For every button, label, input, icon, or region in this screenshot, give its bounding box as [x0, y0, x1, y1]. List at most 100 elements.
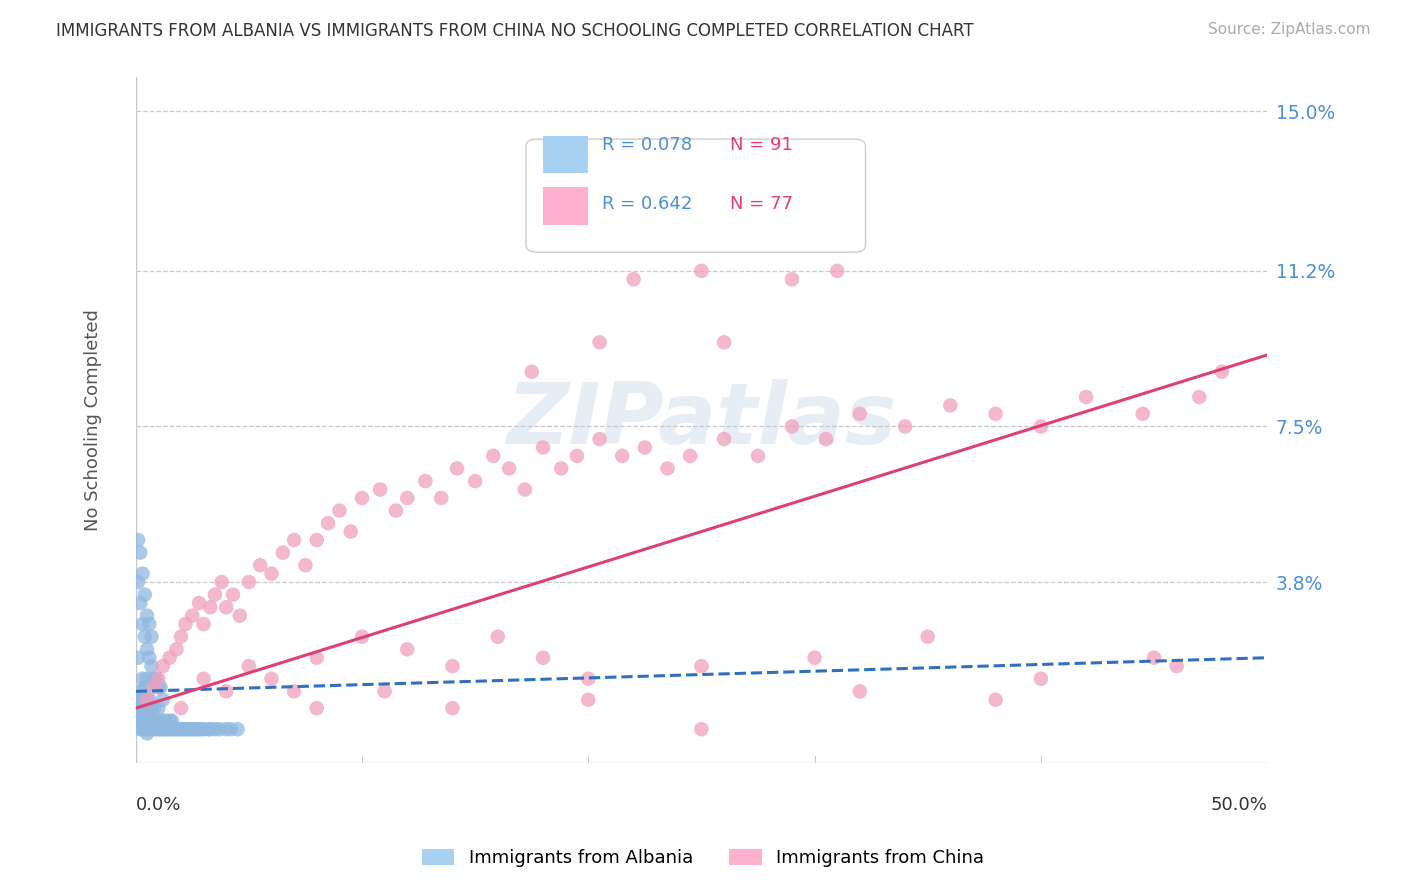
Point: [142, 701, 165, 715]
Point: [148, 714, 170, 728]
Text: N = 77: N = 77: [730, 195, 793, 213]
Point: [172, 723, 194, 737]
Point: [396, 642, 419, 657]
Point: [149, 723, 172, 737]
Point: [134, 630, 156, 644]
Point: [131, 566, 153, 581]
Point: [849, 407, 872, 421]
Point: [136, 693, 159, 707]
FancyBboxPatch shape: [543, 187, 588, 225]
Point: [482, 449, 505, 463]
Point: [368, 483, 391, 497]
Point: [170, 723, 193, 737]
Point: [141, 659, 163, 673]
Point: [238, 575, 260, 590]
Point: [441, 701, 464, 715]
Point: [690, 264, 713, 278]
Point: [294, 558, 316, 573]
Point: [713, 335, 735, 350]
Point: [211, 575, 233, 590]
Point: [193, 617, 215, 632]
Point: [780, 419, 803, 434]
Point: [160, 714, 183, 728]
Point: [152, 659, 174, 673]
Point: [219, 723, 242, 737]
Point: [177, 723, 200, 737]
Point: [1211, 365, 1233, 379]
Point: [174, 617, 197, 632]
Point: [131, 723, 153, 737]
Point: [131, 701, 153, 715]
Point: [136, 608, 159, 623]
Text: IMMIGRANTS FROM ALBANIA VS IMMIGRANTS FROM CHINA NO SCHOOLING COMPLETED CORRELAT: IMMIGRANTS FROM ALBANIA VS IMMIGRANTS FR…: [56, 22, 974, 40]
Point: [134, 701, 156, 715]
Point: [153, 714, 176, 728]
FancyBboxPatch shape: [526, 139, 866, 252]
Point: [204, 588, 226, 602]
Point: [446, 461, 468, 475]
Point: [634, 441, 657, 455]
Point: [498, 461, 520, 475]
Point: [576, 672, 599, 686]
Point: [513, 483, 536, 497]
Point: [1076, 390, 1098, 404]
Point: [396, 491, 419, 505]
Point: [204, 723, 226, 737]
Point: [215, 600, 238, 615]
Point: [486, 630, 509, 644]
Point: [156, 723, 179, 737]
Point: [136, 723, 159, 737]
Point: [1166, 659, 1188, 673]
Point: [825, 264, 848, 278]
Point: [142, 723, 165, 737]
Point: [165, 723, 187, 737]
Point: [129, 723, 152, 737]
Point: [136, 701, 159, 715]
Point: [849, 684, 872, 698]
Point: [565, 449, 588, 463]
Point: [339, 524, 361, 539]
Point: [186, 723, 208, 737]
Point: [163, 723, 186, 737]
Point: [136, 714, 159, 728]
Point: [127, 575, 149, 590]
Point: [374, 684, 396, 698]
Point: [1143, 650, 1166, 665]
Point: [136, 672, 159, 686]
Point: [576, 693, 599, 707]
Point: [129, 684, 152, 698]
Point: [260, 672, 283, 686]
Point: [316, 516, 339, 531]
Point: [713, 432, 735, 446]
Point: [131, 672, 153, 686]
Point: [917, 630, 939, 644]
Point: [803, 650, 825, 665]
Point: [138, 693, 160, 707]
Point: [939, 399, 962, 413]
Point: [1029, 672, 1052, 686]
Point: [193, 723, 215, 737]
Point: [623, 272, 645, 286]
Point: [153, 723, 176, 737]
Point: [145, 672, 167, 686]
Point: [131, 693, 153, 707]
Point: [260, 566, 283, 581]
Point: [222, 588, 245, 602]
Point: [170, 701, 193, 715]
Point: [129, 701, 152, 715]
Point: [550, 461, 572, 475]
Point: [612, 449, 634, 463]
Point: [894, 419, 917, 434]
Point: [179, 723, 201, 737]
Point: [238, 659, 260, 673]
Point: [385, 503, 408, 517]
Point: [159, 723, 181, 737]
Point: [138, 650, 160, 665]
Point: [305, 533, 328, 547]
Point: [1132, 407, 1154, 421]
Point: [328, 503, 350, 517]
Point: [136, 726, 159, 740]
Point: [188, 723, 211, 737]
Point: [129, 596, 152, 610]
Point: [657, 461, 679, 475]
